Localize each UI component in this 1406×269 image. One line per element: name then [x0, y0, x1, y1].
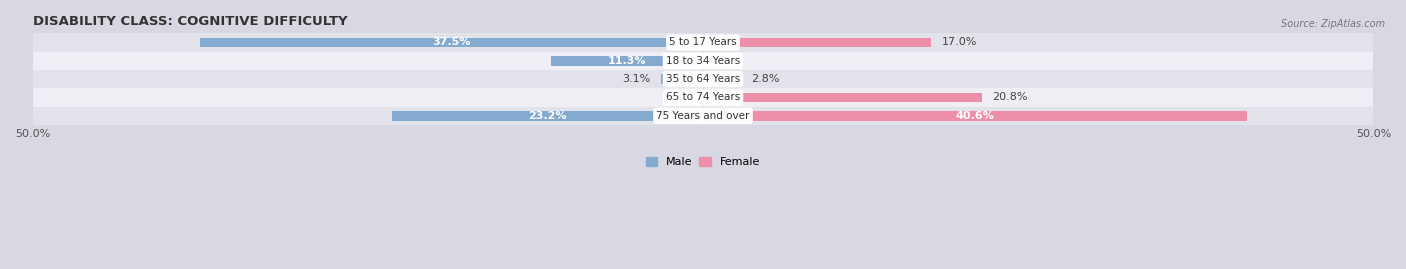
- Text: 40.6%: 40.6%: [956, 111, 994, 121]
- Text: 3.1%: 3.1%: [623, 74, 651, 84]
- Bar: [392, 111, 703, 121]
- Bar: [703, 74, 741, 84]
- Bar: [200, 38, 703, 47]
- Text: 17.0%: 17.0%: [942, 37, 977, 48]
- Text: 0.0%: 0.0%: [664, 93, 692, 102]
- Bar: [32, 107, 1374, 125]
- Text: 37.5%: 37.5%: [433, 37, 471, 48]
- Bar: [703, 93, 981, 102]
- Text: 2.8%: 2.8%: [751, 74, 780, 84]
- Text: 11.3%: 11.3%: [607, 56, 647, 66]
- Bar: [32, 52, 1374, 70]
- Bar: [703, 111, 1247, 121]
- Bar: [551, 56, 703, 66]
- Text: 18 to 34 Years: 18 to 34 Years: [666, 56, 740, 66]
- Text: 0.0%: 0.0%: [714, 56, 742, 66]
- Text: 5 to 17 Years: 5 to 17 Years: [669, 37, 737, 48]
- Text: Source: ZipAtlas.com: Source: ZipAtlas.com: [1281, 19, 1385, 29]
- Text: 23.2%: 23.2%: [529, 111, 567, 121]
- Bar: [661, 74, 703, 84]
- Bar: [703, 38, 931, 47]
- Bar: [32, 33, 1374, 52]
- Text: 75 Years and over: 75 Years and over: [657, 111, 749, 121]
- Bar: [32, 70, 1374, 88]
- Legend: Male, Female: Male, Female: [647, 157, 759, 167]
- Text: 65 to 74 Years: 65 to 74 Years: [666, 93, 740, 102]
- Bar: [32, 88, 1374, 107]
- Text: 20.8%: 20.8%: [993, 93, 1028, 102]
- Text: DISABILITY CLASS: COGNITIVE DIFFICULTY: DISABILITY CLASS: COGNITIVE DIFFICULTY: [32, 15, 347, 28]
- Text: 35 to 64 Years: 35 to 64 Years: [666, 74, 740, 84]
